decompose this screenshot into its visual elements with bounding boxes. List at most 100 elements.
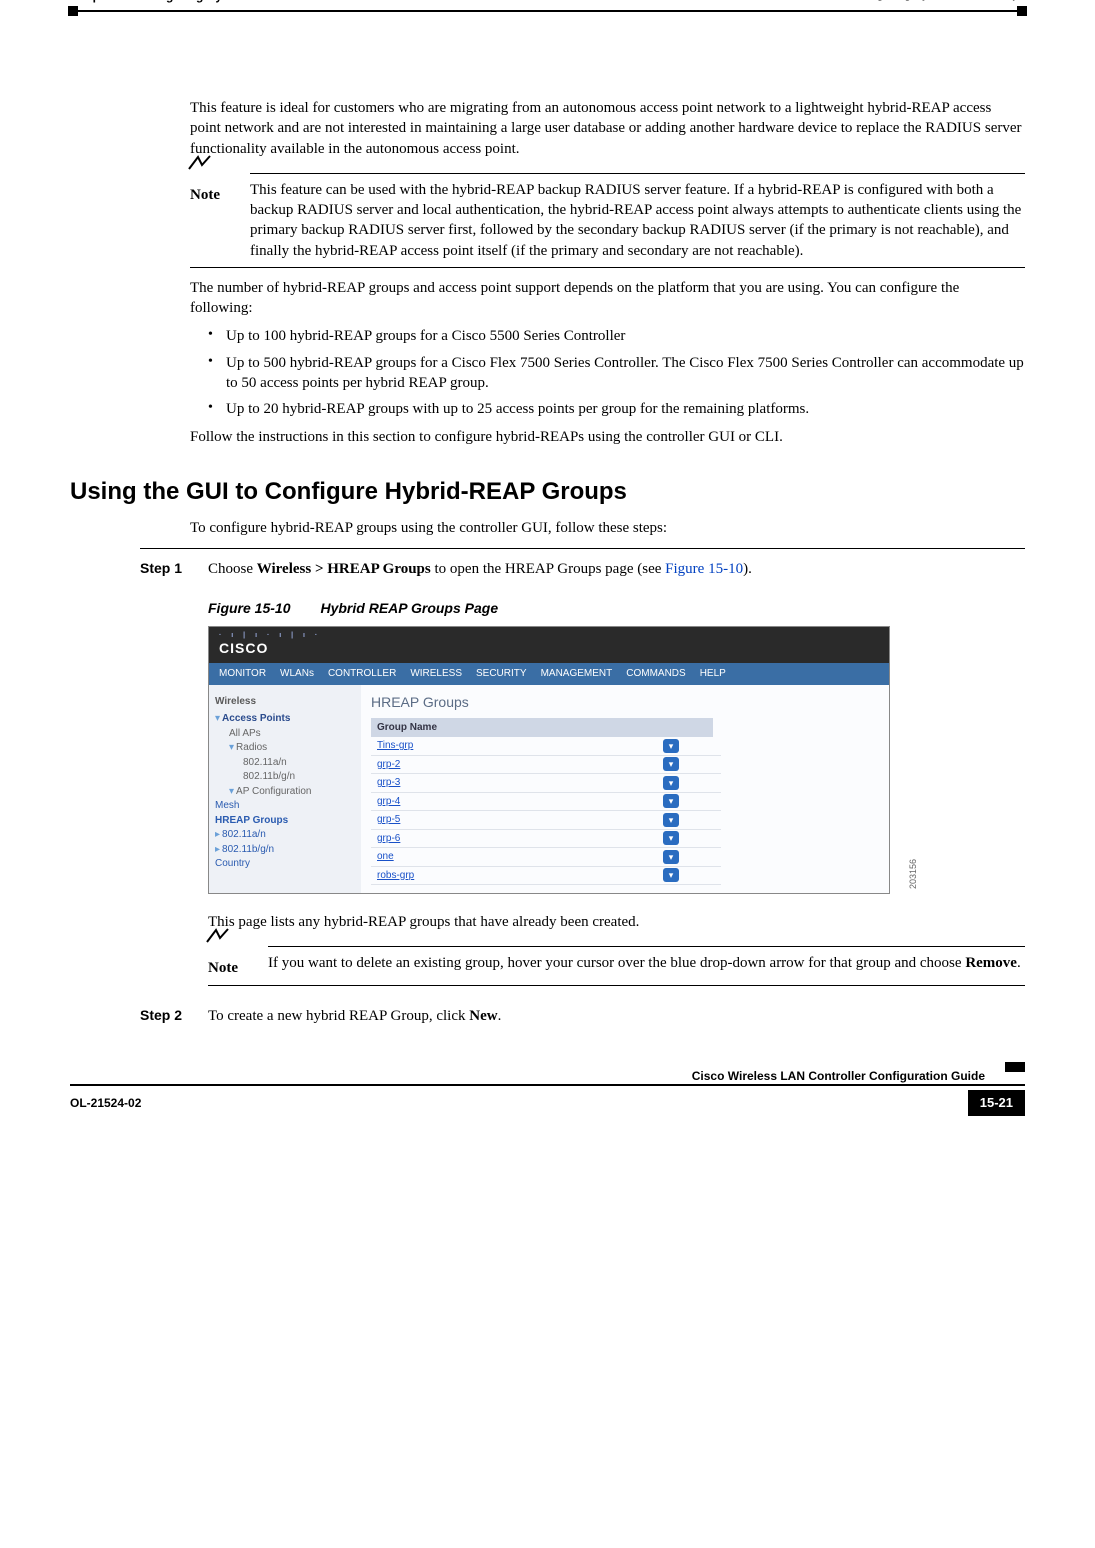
nav-item[interactable]: SECURITY (476, 667, 527, 681)
main-panel: HREAP Groups Group Name Tins-grp▾ grp-2▾… (361, 685, 889, 893)
document-number: OL-21524-02 (70, 1095, 141, 1111)
table-row: grp-6▾ (371, 830, 721, 849)
nav-item[interactable]: WIRELESS (410, 667, 462, 681)
intro-paragraph: This feature is ideal for customers who … (190, 98, 1025, 159)
sidebar-item[interactable]: All APs (215, 727, 355, 741)
step-label: Step 2 (140, 1006, 190, 1026)
sidebar-item[interactable]: 802.11b/g/n (215, 770, 355, 784)
dropdown-icon[interactable]: ▾ (663, 776, 679, 790)
step-text: to open the HREAP Groups page (see (431, 561, 665, 577)
table-row: robs-grp▾ (371, 867, 721, 886)
triangle-icon: ▾ (215, 713, 220, 724)
figure-number: Figure 15-10 (208, 600, 290, 616)
sidebar-item[interactable]: 802.11a/n (215, 756, 355, 770)
list-item: Up to 500 hybrid-REAP groups for a Cisco… (208, 353, 1025, 394)
triangle-icon: ▾ (229, 786, 234, 797)
dropdown-icon[interactable]: ▾ (663, 850, 679, 864)
group-link[interactable]: Tins-grp (371, 737, 663, 755)
step-text: Choose (208, 561, 257, 577)
triangle-icon: ▾ (229, 742, 234, 753)
page-footer: Cisco Wireless LAN Controller Configurat… (70, 1068, 1025, 1116)
sidebar-label: Access Points (222, 713, 290, 724)
group-link[interactable]: grp-5 (371, 811, 663, 829)
figure-link[interactable]: Figure 15-10 (665, 561, 743, 577)
logo-text: CISCO (219, 640, 268, 656)
sidebar-link[interactable]: HREAP Groups (215, 815, 288, 826)
bullet-list: Up to 100 hybrid-REAP groups for a Cisco… (190, 326, 1025, 419)
dropdown-icon[interactable]: ▾ (663, 868, 679, 882)
sidebar-item[interactable]: HREAP Groups (215, 814, 355, 828)
body-paragraph: This page lists any hybrid-REAP groups t… (208, 912, 1025, 932)
note-icon: Note (190, 173, 236, 205)
table-row: one▾ (371, 848, 721, 867)
table-header: Group Name (371, 718, 713, 738)
sidebar-item[interactable]: ▾Access Points (215, 712, 355, 726)
dropdown-icon[interactable]: ▾ (663, 757, 679, 771)
sidebar-item[interactable]: Mesh (215, 799, 355, 813)
step-label: Step 1 (140, 559, 190, 996)
step-text: To create a new hybrid REAP Group, click (208, 1008, 469, 1024)
group-link[interactable]: one (371, 848, 663, 866)
cisco-logo: · ı | ı · ı | ı · CISCO (219, 633, 321, 658)
body-paragraph: The number of hybrid-REAP groups and acc… (190, 278, 1025, 319)
table-row: grp-2▾ (371, 756, 721, 775)
group-link[interactable]: grp-2 (371, 756, 663, 774)
step-body: Choose Wireless > HREAP Groups to open t… (208, 559, 1025, 996)
group-link[interactable]: robs-grp (371, 867, 663, 885)
screenshot-figure: · ı | ı · ı | ı · CISCO MONITOR WLANs CO… (208, 626, 890, 894)
nav-item[interactable]: MANAGEMENT (541, 667, 613, 681)
step-bold: Wireless > HREAP Groups (257, 561, 431, 577)
note-label: Note (208, 960, 238, 976)
logo-dots: · ı | ı · ı | ı · (219, 633, 321, 639)
sidebar-item[interactable]: ▾AP Configuration (215, 785, 355, 799)
nav-item[interactable]: WLANs (280, 667, 314, 681)
step-body: To create a new hybrid REAP Group, click… (208, 1006, 1025, 1026)
sidebar-item[interactable]: ▸802.11b/g/n (215, 843, 355, 857)
note-block-1: Note This feature can be used with the h… (190, 173, 1025, 268)
sidebar-link[interactable]: Country (215, 858, 250, 869)
sidebar-label: AP Configuration (236, 786, 311, 797)
note-text: This feature can be used with the hybrid… (250, 182, 1021, 259)
sidebar-item[interactable]: ▾Radios (215, 741, 355, 755)
note-label: Note (190, 187, 220, 203)
nav-bar: MONITOR WLANs CONTROLLER WIRELESS SECURI… (209, 663, 889, 685)
triangle-icon: ▸ (215, 844, 220, 855)
page-number: 15-21 (968, 1090, 1025, 1116)
table-row: Tins-grp▾ (371, 737, 721, 756)
note-block-2: Note If you want to delete an existing g… (208, 946, 1025, 985)
nav-item[interactable]: HELP (700, 667, 726, 681)
figure-caption: Figure 15-10 Hybrid REAP Groups Page (208, 599, 1025, 618)
book-title: Cisco Wireless LAN Controller Configurat… (70, 1068, 1025, 1084)
chapter-label: Chapter 15 Configuring Hybrid REAP (70, 0, 281, 4)
sidebar-item[interactable]: Country (215, 857, 355, 871)
dropdown-icon[interactable]: ▾ (663, 831, 679, 845)
table-row: grp-3▾ (371, 774, 721, 793)
section-label: Configuring Hybrid-REAP Groups (849, 0, 1025, 4)
group-link[interactable]: grp-3 (371, 774, 663, 792)
sidebar-link[interactable]: Mesh (215, 800, 239, 811)
figure-ref-number: 203156 (907, 859, 919, 889)
triangle-icon: ▸ (215, 829, 220, 840)
note-text: If you want to delete an existing group,… (268, 955, 965, 971)
group-link[interactable]: grp-6 (371, 830, 663, 848)
note-icon: Note (208, 946, 254, 978)
sidebar-link[interactable]: 802.11a/n (222, 829, 266, 840)
figure-title: Hybrid REAP Groups Page (320, 600, 498, 616)
sidebar-link[interactable]: 802.11b/g/n (222, 844, 274, 855)
group-link[interactable]: grp-4 (371, 793, 663, 811)
body-paragraph: To configure hybrid-REAP groups using th… (190, 518, 1025, 538)
step-text: ). (743, 561, 752, 577)
sidebar-item[interactable]: ▸802.11a/n (215, 828, 355, 842)
dropdown-icon[interactable]: ▾ (663, 813, 679, 827)
panel-title: HREAP Groups (371, 693, 879, 712)
body-paragraph: Follow the instructions in this section … (190, 427, 1025, 447)
dropdown-icon[interactable]: ▾ (663, 739, 679, 753)
sidebar: Wireless ▾Access Points All APs ▾Radios … (209, 685, 361, 893)
nav-item[interactable]: COMMANDS (626, 667, 685, 681)
nav-item[interactable]: MONITOR (219, 667, 266, 681)
table-row: grp-5▾ (371, 811, 721, 830)
note-bold: Remove (965, 955, 1017, 971)
dropdown-icon[interactable]: ▾ (663, 794, 679, 808)
nav-item[interactable]: CONTROLLER (328, 667, 396, 681)
sidebar-label: Radios (236, 742, 267, 753)
